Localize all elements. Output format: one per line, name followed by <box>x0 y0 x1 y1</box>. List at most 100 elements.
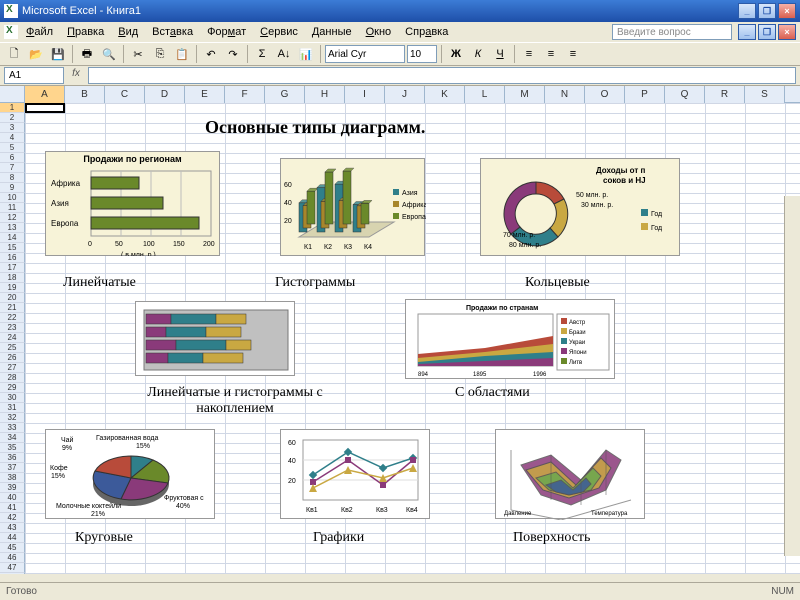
align-left[interactable]: ≡ <box>519 44 539 64</box>
col-J[interactable]: J <box>385 86 425 103</box>
row-44[interactable]: 44 <box>0 533 25 543</box>
col-I[interactable]: I <box>345 86 385 103</box>
chart-pie[interactable]: Чай9% Газированная вода15% Кофе15% Молоч… <box>45 429 215 519</box>
col-N[interactable]: N <box>545 86 585 103</box>
chart-lines[interactable]: 402060 Кв1Кв2Кв3Кв4 <box>280 429 430 519</box>
row-1[interactable]: 1 <box>0 103 25 113</box>
chart-hist[interactable]: 604020 К1К2К3К4 Азия Африка Европа <box>280 158 425 256</box>
row-42[interactable]: 42 <box>0 513 25 523</box>
row-47[interactable]: 47 <box>0 563 25 573</box>
chart-stacked[interactable] <box>135 301 295 376</box>
menu-format[interactable]: Формат <box>201 24 252 40</box>
row-35[interactable]: 35 <box>0 443 25 453</box>
new-button[interactable]: 🗋 <box>4 44 24 64</box>
help-search[interactable]: Введите вопрос <box>612 24 732 40</box>
row-20[interactable]: 20 <box>0 293 25 303</box>
menu-window[interactable]: Окно <box>360 24 398 40</box>
row-16[interactable]: 16 <box>0 253 25 263</box>
col-A[interactable]: A <box>25 86 65 103</box>
col-F[interactable]: F <box>225 86 265 103</box>
row-41[interactable]: 41 <box>0 503 25 513</box>
copy-button[interactable]: ⎘ <box>150 44 170 64</box>
chart-surface[interactable]: Температура Давление <box>495 429 645 519</box>
font-selector[interactable]: Arial Cyr <box>325 45 405 63</box>
row-14[interactable]: 14 <box>0 233 25 243</box>
row-28[interactable]: 28 <box>0 373 25 383</box>
col-K[interactable]: K <box>425 86 465 103</box>
print-button[interactable]: 🖶 <box>77 44 97 64</box>
preview-button[interactable]: 🔍 <box>99 44 119 64</box>
save-button[interactable]: 💾 <box>48 44 68 64</box>
name-box[interactable]: A1 <box>4 67 64 84</box>
col-G[interactable]: G <box>265 86 305 103</box>
row-29[interactable]: 29 <box>0 383 25 393</box>
col-C[interactable]: C <box>105 86 145 103</box>
row-39[interactable]: 39 <box>0 483 25 493</box>
row-24[interactable]: 24 <box>0 333 25 343</box>
sort-button[interactable]: A↓ <box>274 44 294 64</box>
doc-minimize[interactable]: _ <box>738 24 756 40</box>
row-10[interactable]: 10 <box>0 193 25 203</box>
col-B[interactable]: B <box>65 86 105 103</box>
align-center[interactable]: ≡ <box>541 44 561 64</box>
row-31[interactable]: 31 <box>0 403 25 413</box>
underline-button[interactable]: Ч <box>490 44 510 64</box>
row-5[interactable]: 5 <box>0 143 25 153</box>
row-7[interactable]: 7 <box>0 163 25 173</box>
row-13[interactable]: 13 <box>0 223 25 233</box>
open-button[interactable]: 📂 <box>26 44 46 64</box>
fontsize-selector[interactable]: 10 <box>407 45 437 63</box>
close-button[interactable]: × <box>778 3 796 19</box>
align-right[interactable]: ≡ <box>563 44 583 64</box>
row-48[interactable]: 48 <box>0 573 25 574</box>
menu-tools[interactable]: Сервис <box>254 24 304 40</box>
cut-button[interactable]: ✂ <box>128 44 148 64</box>
row-38[interactable]: 38 <box>0 473 25 483</box>
row-21[interactable]: 21 <box>0 303 25 313</box>
doc-restore[interactable]: ❐ <box>758 24 776 40</box>
row-45[interactable]: 45 <box>0 543 25 553</box>
row-36[interactable]: 36 <box>0 453 25 463</box>
col-M[interactable]: M <box>505 86 545 103</box>
chart-ring[interactable]: Доходы от п соков и НJ 50 млн. р. 30 млн… <box>480 158 680 256</box>
redo-button[interactable]: ↷ <box>223 44 243 64</box>
row-4[interactable]: 4 <box>0 133 25 143</box>
menu-insert[interactable]: Вставка <box>146 24 199 40</box>
col-D[interactable]: D <box>145 86 185 103</box>
menu-help[interactable]: Справка <box>399 24 454 40</box>
maximize-button[interactable]: ❐ <box>758 3 776 19</box>
fx-button[interactable]: fx <box>68 68 84 84</box>
formula-input[interactable] <box>88 67 796 84</box>
col-S[interactable]: S <box>745 86 785 103</box>
menu-view[interactable]: Вид <box>112 24 144 40</box>
undo-button[interactable]: ↶ <box>201 44 221 64</box>
col-E[interactable]: E <box>185 86 225 103</box>
row-6[interactable]: 6 <box>0 153 25 163</box>
row-23[interactable]: 23 <box>0 323 25 333</box>
doc-close[interactable]: × <box>778 24 796 40</box>
row-37[interactable]: 37 <box>0 463 25 473</box>
chart-button[interactable]: 📊 <box>296 44 316 64</box>
row-11[interactable]: 11 <box>0 203 25 213</box>
row-43[interactable]: 43 <box>0 523 25 533</box>
row-30[interactable]: 30 <box>0 393 25 403</box>
col-O[interactable]: O <box>585 86 625 103</box>
row-40[interactable]: 40 <box>0 493 25 503</box>
col-Q[interactable]: Q <box>665 86 705 103</box>
row-12[interactable]: 12 <box>0 213 25 223</box>
row-33[interactable]: 33 <box>0 423 25 433</box>
row-19[interactable]: 19 <box>0 283 25 293</box>
row-2[interactable]: 2 <box>0 113 25 123</box>
row-32[interactable]: 32 <box>0 413 25 423</box>
col-R[interactable]: R <box>705 86 745 103</box>
italic-button[interactable]: К <box>468 44 488 64</box>
row-9[interactable]: 9 <box>0 183 25 193</box>
col-L[interactable]: L <box>465 86 505 103</box>
row-3[interactable]: 3 <box>0 123 25 133</box>
col-H[interactable]: H <box>305 86 345 103</box>
row-34[interactable]: 34 <box>0 433 25 443</box>
row-27[interactable]: 27 <box>0 363 25 373</box>
row-18[interactable]: 18 <box>0 273 25 283</box>
minimize-button[interactable]: _ <box>738 3 756 19</box>
chart-area[interactable]: Продажи по странам 89418951996 Австр <box>405 299 615 379</box>
